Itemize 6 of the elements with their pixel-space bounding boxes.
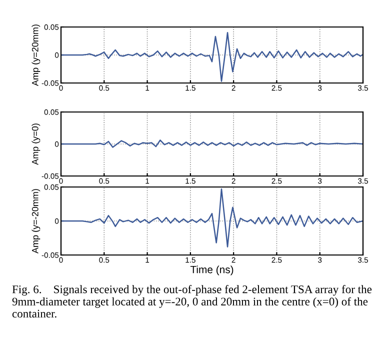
caption: Fig. 6. Signals received by the out-of-phase fed 2-element TSA array for the 9mm-diameter target located at y=-20, 0 and 20mm in the centre (x=0) of the container. — [12, 285, 372, 318]
x-axis-title: Time (ns) — [190, 266, 234, 276]
y-axis-title: Amp (y=-20mm) — [32, 189, 40, 254]
y-axis-title: Amp (y=0) — [32, 124, 40, 165]
y-axis-title: Amp (y=20mm) — [32, 24, 40, 86]
line-series — [61, 140, 363, 148]
